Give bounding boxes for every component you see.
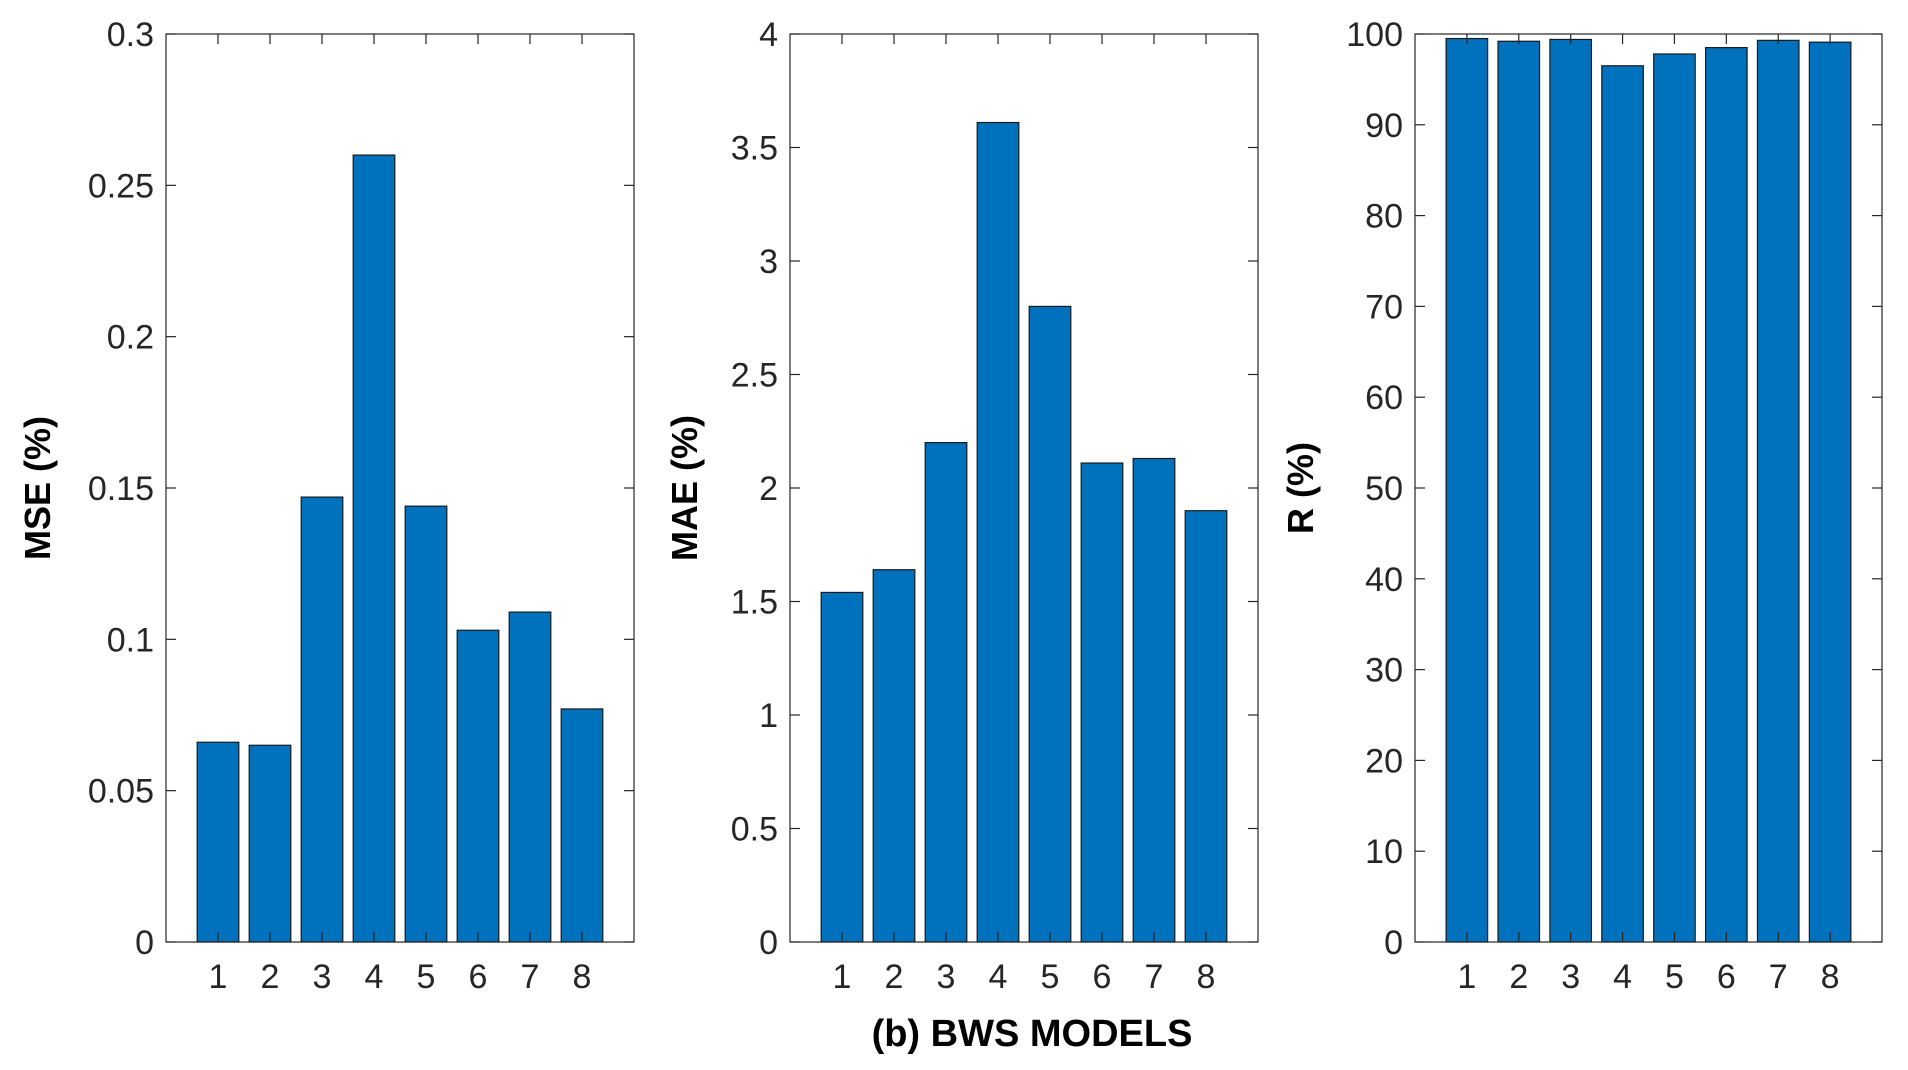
r-bar-6 bbox=[1704, 47, 1748, 943]
mse-bar-2 bbox=[248, 744, 292, 943]
mae-ytick-label: 4 bbox=[759, 16, 778, 54]
mae-ytick-label: 0.5 bbox=[731, 811, 778, 849]
mse-xtick-label: 5 bbox=[417, 958, 436, 996]
mse-xtick-label: 1 bbox=[209, 958, 228, 996]
r-ytick-label: 60 bbox=[1365, 379, 1403, 417]
mse-bar-7 bbox=[508, 611, 552, 943]
mse-bar-6 bbox=[456, 629, 500, 943]
mse-ytick-label: 0.2 bbox=[107, 319, 154, 357]
mae-bar-6 bbox=[1080, 462, 1124, 943]
mae-ytick-label: 1.5 bbox=[731, 584, 778, 622]
mse-chart: 0 0.05 0.1 0.15 0.2 0.25 0.3 1 2 3 4 5 6 7 8 MSE (%) bbox=[17, 16, 635, 996]
r-ytick-label: 100 bbox=[1346, 16, 1403, 54]
mse-xtick-label: 2 bbox=[261, 958, 280, 996]
mae-xtick-label: 3 bbox=[937, 958, 956, 996]
mae-bar-5 bbox=[1028, 305, 1072, 943]
r-ytick-label: 10 bbox=[1365, 833, 1403, 871]
mae-ylabel: MAE (%) bbox=[664, 415, 705, 561]
r-xtick-label: 8 bbox=[1821, 958, 1840, 996]
mae-bar-7 bbox=[1132, 457, 1176, 943]
r-xtick-label: 5 bbox=[1665, 958, 1684, 996]
mse-xtick-label: 8 bbox=[573, 958, 592, 996]
r-bar-3 bbox=[1549, 38, 1593, 943]
mae-ytick-label: 2 bbox=[759, 470, 778, 508]
mse-ytick-label: 0.1 bbox=[107, 621, 154, 659]
mse-ylabel: MSE (%) bbox=[17, 416, 58, 560]
mse-ytick-label: 0.15 bbox=[88, 470, 154, 508]
mse-bar-4 bbox=[352, 154, 396, 943]
figure-xlabel: (b) BWS MODELS bbox=[872, 1013, 1193, 1055]
mse-bar-1 bbox=[196, 741, 240, 943]
r-bar-1 bbox=[1445, 37, 1489, 943]
mse-ytick-label: 0 bbox=[135, 924, 154, 962]
mae-xtick-label: 4 bbox=[989, 958, 1008, 996]
mse-ytick-label: 0.3 bbox=[107, 16, 154, 54]
r-bar-8 bbox=[1808, 41, 1852, 943]
mae-bar-3 bbox=[924, 442, 968, 943]
mae-bar-8 bbox=[1184, 510, 1228, 943]
r-ytick-label: 80 bbox=[1365, 198, 1403, 236]
mse-bar-8 bbox=[560, 708, 604, 943]
mse-xtick-label: 7 bbox=[521, 958, 540, 996]
mae-xtick-label: 1 bbox=[833, 958, 852, 996]
mae-xtick-label: 2 bbox=[885, 958, 904, 996]
mae-ytick-label: 3.5 bbox=[731, 130, 778, 168]
r-ytick-label: 40 bbox=[1365, 561, 1403, 599]
r-ytick-label: 70 bbox=[1365, 288, 1403, 326]
mae-bar-2 bbox=[872, 569, 916, 943]
mae-xtick-label: 6 bbox=[1093, 958, 1112, 996]
r-xtick-label: 1 bbox=[1457, 958, 1476, 996]
r-xtick-label: 4 bbox=[1613, 958, 1632, 996]
mae-ytick-label: 1 bbox=[759, 697, 778, 735]
r-bar-7 bbox=[1756, 39, 1800, 943]
r-bar-5 bbox=[1653, 53, 1696, 943]
mse-xtick-label: 4 bbox=[365, 958, 384, 996]
r-xtick-label: 2 bbox=[1509, 958, 1528, 996]
r-ytick-label: 20 bbox=[1365, 742, 1403, 780]
r-chart: 0 10 20 30 40 50 60 70 80 90 100 1 2 3 4 5 6 7 8 R (%) bbox=[1280, 16, 1883, 996]
mse-xtick-label: 6 bbox=[469, 958, 488, 996]
r-xtick-label: 6 bbox=[1717, 958, 1736, 996]
mae-ytick-label: 0 bbox=[759, 924, 778, 962]
mae-bar-1 bbox=[820, 591, 864, 943]
r-ytick-label: 30 bbox=[1365, 652, 1403, 690]
mse-xtick-label: 3 bbox=[313, 958, 332, 996]
r-bar-4 bbox=[1601, 65, 1644, 943]
mse-ytick-label: 0.25 bbox=[88, 167, 154, 205]
mae-xtick-label: 8 bbox=[1197, 958, 1216, 996]
mae-xtick-label: 5 bbox=[1041, 958, 1060, 996]
mae-bar-4 bbox=[976, 121, 1020, 943]
mae-ytick-label: 2.5 bbox=[731, 357, 778, 395]
mse-ytick-label: 0.05 bbox=[88, 773, 154, 811]
mae-ytick-label: 3 bbox=[759, 243, 778, 281]
mse-bar-5 bbox=[404, 505, 448, 943]
r-xtick-label: 7 bbox=[1769, 958, 1788, 996]
mae-xtick-label: 7 bbox=[1145, 958, 1164, 996]
r-ytick-label: 0 bbox=[1384, 924, 1403, 962]
r-xtick-label: 3 bbox=[1561, 958, 1580, 996]
r-ytick-label: 50 bbox=[1365, 470, 1403, 508]
r-ylabel: R (%) bbox=[1280, 442, 1321, 534]
r-bar-2 bbox=[1497, 40, 1541, 943]
r-ytick-label: 90 bbox=[1365, 107, 1403, 145]
mse-bar-3 bbox=[300, 496, 344, 943]
